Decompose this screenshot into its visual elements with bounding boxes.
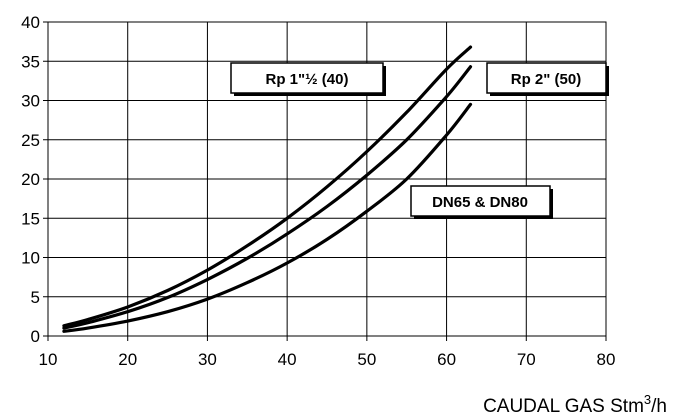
label-dn65-dn80: DN65 & DN80 [432,194,528,211]
y-tick-label: 15 [21,209,40,228]
label-rp-2: Rp 2" (50) [511,71,581,88]
x-tick-label: 20 [118,350,137,369]
series-lines [62,45,473,333]
x-tick-label: 10 [39,350,58,369]
x-tick-label: 40 [278,350,297,369]
y-tick-labels: 0 5 10 15 20 25 30 35 40 [21,13,40,346]
label-box-rp-1-half: Rp 1"½ (40) [230,62,386,96]
x-tick-labels: 10 20 30 40 50 60 70 80 [39,350,616,369]
x-tick-label: 50 [357,350,376,369]
grid [43,21,607,341]
x-tick-label: 80 [597,350,616,369]
x-tick-label: 60 [437,350,456,369]
series-line-0 [62,45,473,328]
label-rp-1-half: Rp 1"½ (40) [266,71,349,88]
x-tick-label: 30 [198,350,217,369]
label-box-rp-2: Rp 2" (50) [486,62,609,96]
x-axis-title: CAUDAL GAS Stm3/h [483,392,667,417]
y-tick-label: 10 [21,249,40,268]
y-tick-label: 30 [21,92,40,111]
series-line-1 [62,65,473,330]
y-tick-label: 0 [31,327,40,346]
y-tick-label: 20 [21,170,40,189]
y-tick-label: 5 [31,288,40,307]
x-tick-label: 70 [517,350,536,369]
series-line-2 [62,102,473,333]
y-tick-label: 25 [21,131,40,150]
y-tick-label: 40 [21,13,40,32]
label-box-dn65-dn80: DN65 & DN80 [410,185,553,219]
y-tick-label: 35 [21,52,40,71]
